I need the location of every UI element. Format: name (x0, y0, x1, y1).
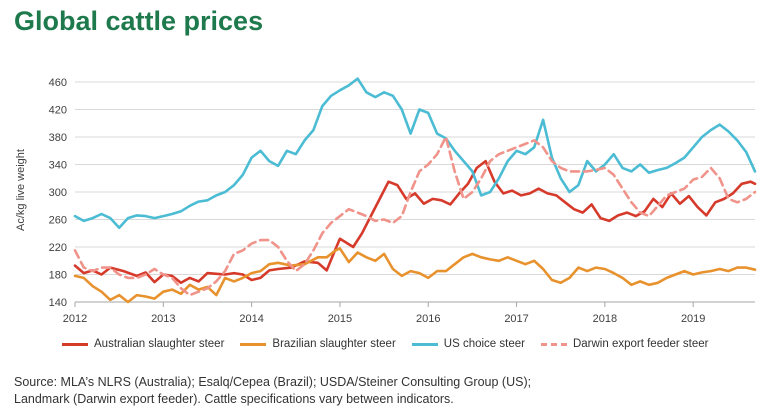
x-tick-label: 2013 (151, 313, 175, 325)
line-chart: 140 180 220 260 300 340 380 420 460 2012 2013 2014… (15, 77, 757, 325)
legend-label: US choice steer (443, 338, 525, 350)
source-note: Source: MLA’s NLRS (Australia); Esalq/Ce… (14, 374, 754, 408)
y-tick-label: 140 (49, 297, 67, 309)
y-tick-label: 260 (49, 215, 67, 227)
x-tick-label: 2018 (593, 313, 617, 325)
x-tick-label: 2019 (681, 313, 705, 325)
source-line-2: Landmark (Darwin export feeder). Cattle … (14, 392, 454, 406)
gridlines (75, 81, 755, 303)
legend-label: Brazilian slaughter steer (272, 338, 396, 350)
chart-legend: Australian slaughter steer Brazilian slau… (62, 338, 708, 350)
legend-swatch (540, 342, 567, 346)
legend-swatch (240, 342, 267, 346)
y-tick-label: 420 (49, 105, 67, 117)
legend-item-2: US choice steer (411, 338, 525, 350)
y-axis-label: Ac/kg live weight (15, 149, 27, 231)
legend-item-1: Brazilian slaughter steer (240, 338, 396, 350)
legend-swatch (411, 342, 438, 346)
x-tick-label: 2017 (504, 313, 528, 325)
series-line-0 (73, 159, 757, 285)
x-tick-label: 2015 (328, 313, 352, 325)
series-lines (73, 77, 757, 304)
x-axis-ticks: 2012 2013 2014 2015 2016 2017 2018 2019 (63, 302, 705, 325)
y-axis-ticks: 140 180 220 260 300 340 380 420 460 (49, 77, 67, 309)
legend-swatch (62, 342, 88, 346)
series-line-2 (73, 77, 757, 230)
legend-item-0: Australian slaughter steer (62, 338, 224, 350)
legend-label: Darwin export feeder steer (572, 338, 709, 350)
y-tick-label: 460 (49, 77, 67, 89)
y-tick-label: 220 (49, 242, 67, 254)
chart-title: Global cattle prices (14, 6, 264, 36)
x-tick-label: 2012 (63, 313, 87, 325)
series-line-1 (73, 247, 757, 304)
y-tick-label: 300 (49, 187, 67, 199)
x-tick-label: 2016 (416, 313, 440, 325)
y-tick-label: 380 (49, 132, 67, 144)
series-line-3 (73, 135, 757, 297)
source-line-1: Source: MLA’s NLRS (Australia); Esalq/Ce… (14, 375, 532, 389)
y-tick-label: 180 (49, 270, 67, 282)
legend-item-3: Darwin export feeder steer (540, 338, 709, 350)
y-tick-label: 340 (49, 160, 67, 172)
x-tick-label: 2014 (239, 313, 263, 325)
legend-label: Australian slaughter steer (94, 338, 225, 350)
